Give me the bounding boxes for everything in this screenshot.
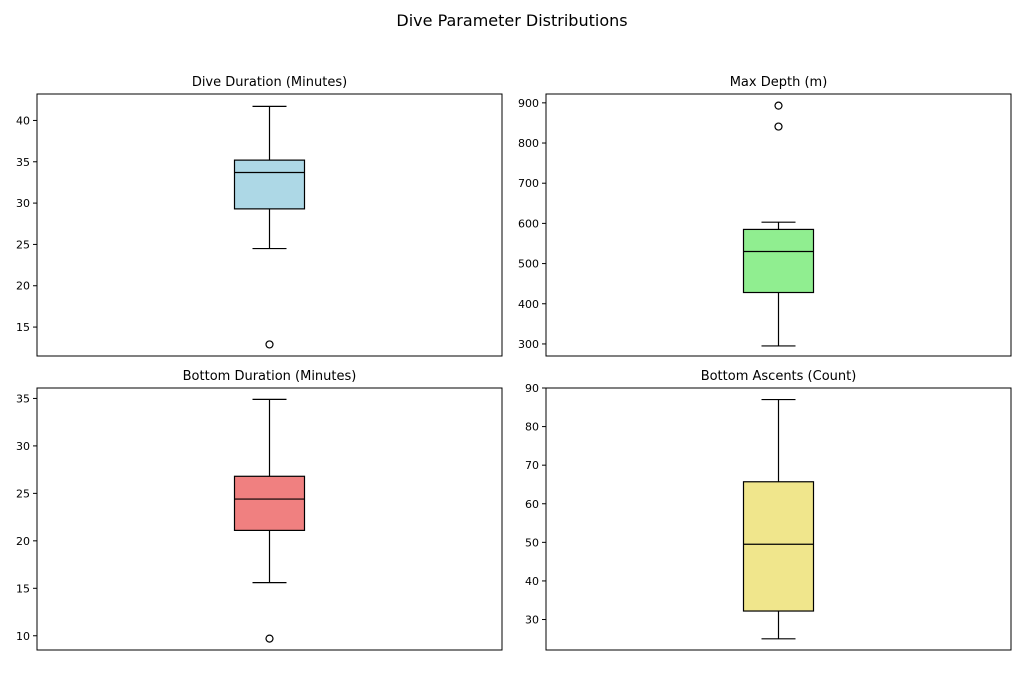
y-tick-label: 90 xyxy=(525,382,539,395)
y-tick-label: 15 xyxy=(16,582,30,595)
panel-title: Dive Duration (Minutes) xyxy=(192,75,347,90)
panel-bottom-ascents-count: Bottom Ascents (Count) 30 40 50 60 70 80 90 xyxy=(525,369,1012,651)
y-tick-label: 40 xyxy=(16,114,30,127)
panel-max-depth-m: Max Depth (m) 300 400 500 600 700 800 900 xyxy=(518,75,1012,357)
figure-title: Dive Parameter Distributions xyxy=(396,11,627,30)
y-tick-label: 25 xyxy=(16,238,30,251)
box-iqr xyxy=(742,228,815,294)
box-iqr xyxy=(233,475,306,531)
box-iqr xyxy=(233,159,306,210)
y-tick-label: 15 xyxy=(16,321,30,334)
y-tick-label: 50 xyxy=(525,536,539,549)
panel-title: Max Depth (m) xyxy=(730,75,828,90)
y-tick-label: 20 xyxy=(16,535,30,548)
axes-frame xyxy=(545,387,1012,651)
panel-dive-duration-minutes: Dive Duration (Minutes) 15 20 25 30 35 40 xyxy=(16,75,503,357)
y-tick-label: 500 xyxy=(518,258,539,271)
box-iqr xyxy=(742,481,815,612)
outlier-point xyxy=(774,101,783,110)
y-tick-label: 60 xyxy=(525,498,539,511)
axes-frame xyxy=(36,387,503,651)
y-tick-label: 40 xyxy=(525,575,539,588)
y-tick-label: 80 xyxy=(525,421,539,434)
y-tick-label: 600 xyxy=(518,217,539,230)
y-tick-label: 25 xyxy=(16,487,30,500)
y-tick-label: 400 xyxy=(518,298,539,311)
y-tick-label: 35 xyxy=(16,392,30,405)
axes-frame xyxy=(545,93,1012,357)
panel-bottom-duration-minutes: Bottom Duration (Minutes) 10 15 20 25 30 35 xyxy=(16,369,503,651)
y-tick-label: 700 xyxy=(518,177,539,190)
panel-title: Bottom Duration (Minutes) xyxy=(183,369,357,384)
y-tick-label: 300 xyxy=(518,338,539,351)
outlier-point xyxy=(774,122,783,131)
y-tick-label: 800 xyxy=(518,137,539,150)
axes-frame xyxy=(36,93,503,357)
y-tick-label: 70 xyxy=(525,459,539,472)
y-tick-label: 900 xyxy=(518,97,539,110)
y-tick-label: 10 xyxy=(16,630,30,643)
outlier-point xyxy=(265,634,274,643)
outlier-point xyxy=(265,340,274,349)
y-tick-label: 20 xyxy=(16,280,30,293)
y-tick-label: 30 xyxy=(16,440,30,453)
panel-title: Bottom Ascents (Count) xyxy=(701,369,857,384)
y-tick-label: 35 xyxy=(16,156,30,169)
y-tick-label: 30 xyxy=(525,614,539,627)
y-tick-label: 30 xyxy=(16,197,30,210)
